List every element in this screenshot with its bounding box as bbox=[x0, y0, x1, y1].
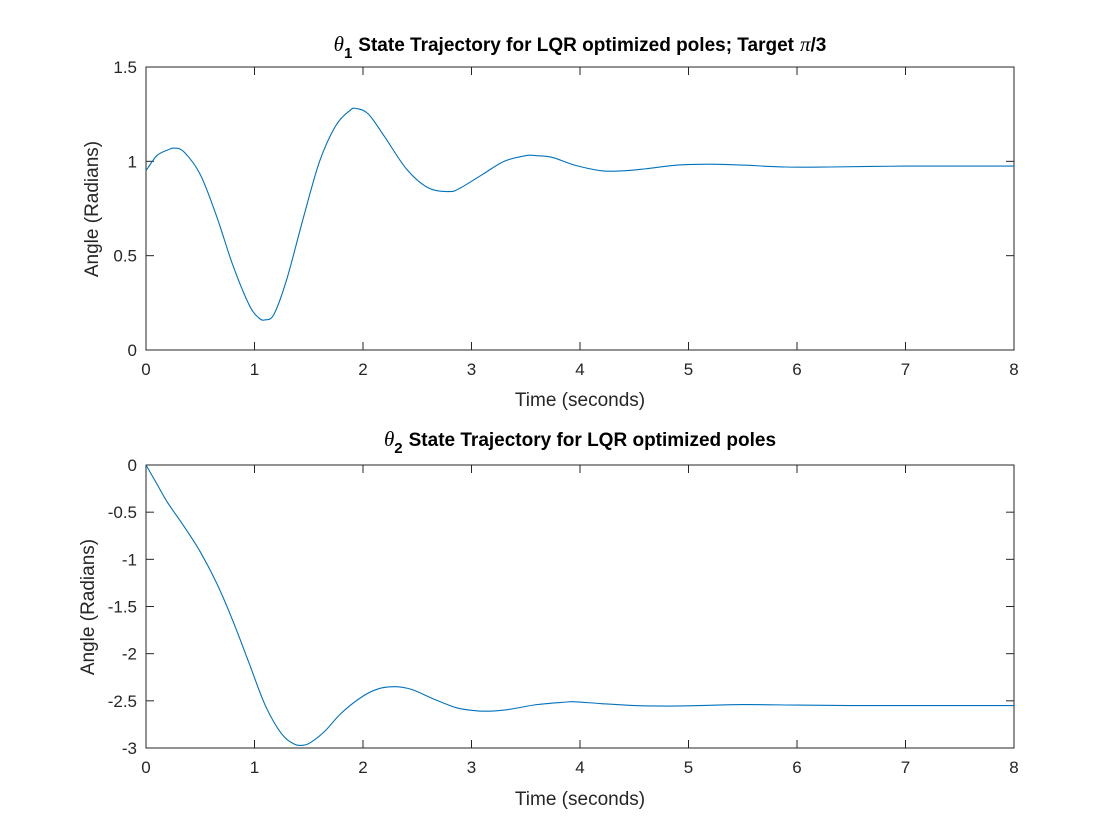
x-tick-label: 1 bbox=[250, 360, 259, 379]
axes-theta2: θ2 State Trajectory for LQR optimized pol… bbox=[78, 427, 1019, 810]
plot-area bbox=[145, 464, 1015, 749]
x-tick-label: 8 bbox=[1009, 758, 1018, 777]
y-tick-label: -3 bbox=[122, 739, 137, 758]
series-line bbox=[145, 107, 1014, 321]
y-tick-label: -2.5 bbox=[108, 692, 137, 711]
x-tick-label: 4 bbox=[575, 758, 584, 777]
x-tick-label: 4 bbox=[575, 360, 584, 379]
title-suffix: /3 bbox=[811, 35, 827, 56]
title-text: State Trajectory for LQR optimized poles bbox=[409, 430, 776, 451]
title-theta-symbol: θ bbox=[334, 32, 344, 56]
axes-theta1: θ1 State Trajectory for LQR optimized pol… bbox=[82, 32, 1019, 411]
x-tick-label: 6 bbox=[792, 360, 801, 379]
x-axis-label: Time (seconds) bbox=[515, 390, 645, 411]
x-tick-label: 6 bbox=[792, 758, 801, 777]
x-tick-label: 7 bbox=[901, 360, 910, 379]
x-tick-label: 0 bbox=[141, 758, 150, 777]
series-line bbox=[145, 464, 1014, 747]
x-tick-label: 3 bbox=[467, 758, 476, 777]
x-tick-label: 2 bbox=[358, 758, 367, 777]
x-tick-label: 5 bbox=[684, 758, 693, 777]
title-theta-symbol: θ bbox=[384, 427, 394, 451]
title-subscript: 1 bbox=[344, 45, 352, 62]
x-tick-label: 0 bbox=[141, 360, 150, 379]
title-subscript: 2 bbox=[394, 440, 402, 457]
x-tick-label: 2 bbox=[358, 360, 367, 379]
y-tick-label: -2 bbox=[122, 645, 137, 664]
chart-title-theta2: θ2 State Trajectory for LQR optimized pol… bbox=[384, 427, 776, 457]
y-tick-label: 0.5 bbox=[113, 247, 137, 266]
plot-area bbox=[145, 66, 1015, 351]
x-tick-label: 8 bbox=[1009, 360, 1018, 379]
y-tick-label: -0.5 bbox=[108, 503, 137, 522]
chart-title-theta1: θ1 State Trajectory for LQR optimized pol… bbox=[334, 32, 827, 62]
y-tick-label: 1.5 bbox=[113, 58, 137, 77]
y-tick-label: 1 bbox=[128, 152, 137, 171]
x-tick-label: 5 bbox=[684, 360, 693, 379]
y-tick-label: 0 bbox=[128, 456, 137, 475]
x-tick-label: 7 bbox=[901, 758, 910, 777]
title-pi-symbol: π bbox=[800, 32, 811, 56]
x-tick-label: 3 bbox=[467, 360, 476, 379]
y-tick-label: 0 bbox=[128, 341, 137, 360]
title-text: State Trajectory for LQR optimized poles… bbox=[358, 35, 794, 56]
x-axis-label: Time (seconds) bbox=[515, 789, 645, 810]
y-tick-label: -1 bbox=[122, 550, 137, 569]
y-tick-label: -1.5 bbox=[108, 598, 137, 617]
x-tick-label: 1 bbox=[250, 758, 259, 777]
y-axis-label: Angle (Radians) bbox=[78, 539, 99, 675]
y-axis-label: Angle (Radians) bbox=[82, 141, 103, 277]
